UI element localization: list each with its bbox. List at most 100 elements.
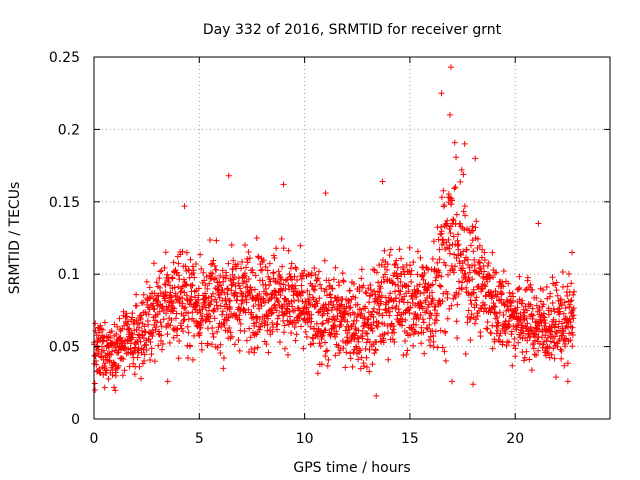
data-point: [224, 291, 231, 298]
data-point: [280, 329, 287, 336]
data-point: [350, 331, 357, 338]
data-point: [467, 242, 474, 249]
data-point: [367, 286, 374, 293]
data-point: [551, 308, 558, 315]
data-point: [133, 291, 140, 298]
data-point: [207, 312, 214, 319]
data-point: [541, 338, 548, 345]
data-point: [239, 258, 246, 265]
data-point: [123, 313, 130, 320]
data-point: [274, 320, 281, 327]
data-point: [151, 358, 158, 365]
data-point: [303, 333, 310, 340]
data-point: [224, 327, 231, 334]
data-point: [484, 262, 491, 269]
data-point: [448, 302, 455, 309]
data-point: [378, 298, 385, 305]
data-point: [242, 309, 249, 316]
data-point: [449, 220, 456, 227]
data-point: [381, 278, 388, 285]
data-point: [403, 329, 410, 336]
data-point: [561, 316, 568, 323]
data-point: [413, 321, 420, 328]
data-point: [509, 362, 516, 369]
data-point: [524, 307, 531, 314]
data-point: [322, 339, 329, 346]
data-point: [506, 289, 513, 296]
data-point: [468, 300, 475, 307]
data-point: [167, 294, 174, 301]
data-point: [399, 322, 406, 329]
data-point: [297, 242, 304, 249]
data-point: [297, 273, 304, 280]
data-point: [330, 276, 337, 283]
data-point: [393, 295, 400, 302]
data-point: [441, 348, 448, 355]
data-point: [292, 285, 299, 292]
data-point: [208, 341, 215, 348]
data-point: [477, 333, 484, 340]
data-point: [171, 284, 178, 291]
data-point: [237, 320, 244, 327]
data-point: [446, 242, 453, 249]
x-tick-label: 5: [195, 431, 204, 447]
data-point: [280, 281, 287, 288]
data-point: [317, 343, 324, 350]
data-point: [401, 293, 408, 300]
data-point: [275, 298, 282, 305]
data-point: [382, 271, 389, 278]
data-point: [549, 274, 556, 281]
data-point: [266, 282, 273, 289]
data-point: [136, 363, 143, 370]
data-point: [442, 357, 449, 364]
data-point: [350, 321, 357, 328]
data-point: [410, 259, 417, 266]
data-point: [499, 339, 506, 346]
data-point: [539, 344, 546, 351]
data-point: [416, 281, 423, 288]
data-point: [521, 354, 528, 361]
data-point: [194, 320, 201, 327]
data-point: [209, 330, 216, 337]
data-point: [453, 154, 460, 161]
data-point: [328, 298, 335, 305]
data-point: [549, 299, 556, 306]
data-point: [241, 278, 248, 285]
data-point: [191, 274, 198, 281]
data-point: [149, 329, 156, 336]
data-point: [470, 248, 477, 255]
data-point: [544, 334, 551, 341]
data-point: [524, 320, 531, 327]
data-point: [158, 332, 165, 339]
data-point: [157, 268, 164, 275]
data-point: [153, 279, 160, 286]
data-point: [454, 242, 461, 249]
data-point: [450, 233, 457, 240]
data-point: [316, 295, 323, 302]
data-point: [394, 312, 401, 319]
data-point: [508, 328, 515, 335]
data-point: [363, 339, 370, 346]
data-point: [312, 272, 319, 279]
data-point: [220, 365, 227, 372]
data-point: [374, 323, 381, 330]
data-point: [324, 347, 331, 354]
data-point: [474, 312, 481, 319]
data-point: [292, 337, 299, 344]
data-point: [109, 348, 116, 355]
data-point: [222, 295, 229, 302]
data-point: [288, 298, 295, 305]
data-point: [308, 272, 315, 279]
data-point: [462, 270, 469, 277]
data-point: [248, 287, 255, 294]
data-point: [246, 325, 253, 332]
data-point: [130, 360, 137, 367]
data-point: [347, 355, 354, 362]
data-point: [198, 340, 205, 347]
data-point: [255, 253, 262, 260]
data-point: [417, 254, 424, 261]
data-point: [202, 318, 209, 325]
data-point: [477, 259, 484, 266]
data-point: [516, 273, 523, 280]
data-point: [422, 280, 429, 287]
